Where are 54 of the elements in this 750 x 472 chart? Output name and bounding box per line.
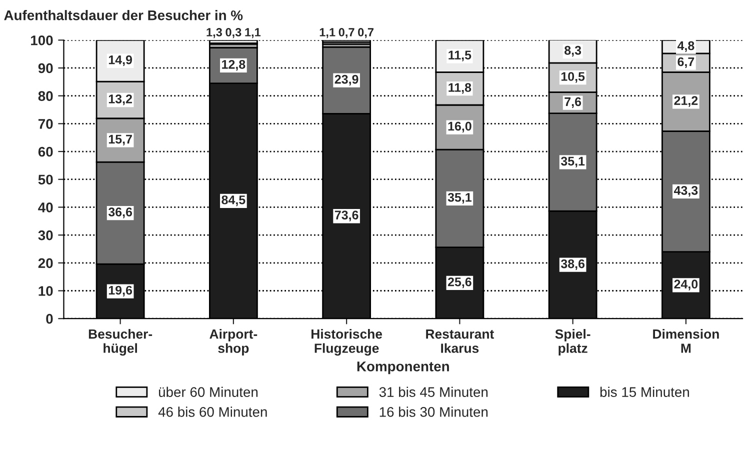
- data-label: 35,1: [448, 192, 472, 204]
- x-tick-label: Airport- shop: [210, 329, 258, 356]
- data-label: 14,9: [108, 55, 132, 66]
- data-label: 8,3: [564, 46, 582, 57]
- data-label: 0,7: [338, 28, 354, 38]
- x-tick-label: Restaurant Ikarus: [426, 330, 494, 353]
- data-label: 43,3: [674, 186, 698, 197]
- y-tick-label: 0: [46, 314, 53, 324]
- data-label: 25,6: [448, 277, 472, 288]
- data-label: 84,5: [222, 195, 246, 206]
- legend-label: 31 bis 45 Minuten: [379, 386, 488, 397]
- data-label: 1,1: [245, 28, 261, 38]
- x-tick-label: Historische Flugzeuge: [312, 329, 382, 356]
- data-label: 24,0: [674, 280, 698, 290]
- data-label: 1,1: [320, 28, 336, 38]
- x-tick-label: Spiel- platz: [555, 329, 590, 356]
- y-tick-label: 50: [38, 174, 53, 185]
- data-label: 11,5: [448, 50, 472, 62]
- legend-label: 46 bis 60 Minuten: [158, 406, 267, 417]
- x-tick-label: Dimension M: [653, 329, 719, 353]
- data-label: 0,7: [358, 28, 374, 38]
- data-label: 1,3: [206, 28, 222, 38]
- data-label: 11,8: [448, 83, 472, 94]
- x-axis-title: Komponenten: [357, 362, 449, 374]
- data-label: 13,2: [108, 94, 132, 106]
- y-tick-label: 30: [38, 230, 53, 240]
- y-tick-label: 80: [38, 91, 53, 101]
- data-label: 15,7: [108, 134, 132, 146]
- y-tick-label: 100: [31, 35, 53, 46]
- legend-label: bis 15 Minuten: [600, 386, 689, 397]
- data-label: 35,1: [560, 156, 585, 168]
- x-tick-label: Besucher- hügel: [88, 329, 152, 356]
- data-label: 10,5: [561, 72, 585, 83]
- legend-label: über 60 Minuten: [158, 386, 258, 397]
- data-label: 12,8: [222, 60, 246, 71]
- y-tick-label: 60: [38, 146, 53, 157]
- y-tick-label: 10: [38, 286, 53, 296]
- data-label: 73,6: [334, 210, 358, 222]
- data-label: 36,6: [108, 208, 132, 218]
- data-label: 7,6: [564, 97, 582, 108]
- data-label: 16,0: [448, 122, 472, 132]
- legend-label: 16 bis 30 Minuten: [380, 406, 488, 417]
- data-label: 6,7: [678, 57, 694, 68]
- y-tick-label: 70: [38, 119, 53, 129]
- data-label: 38,6: [560, 259, 585, 270]
- data-label: 21,2: [674, 96, 698, 107]
- data-label: 0,3: [226, 28, 242, 38]
- chart-title: Aufenthaltsdauer der Besucher in %: [4, 10, 243, 20]
- y-tick-label: 90: [38, 63, 53, 74]
- data-label: 19,6: [108, 286, 132, 296]
- y-tick-label: 20: [38, 258, 53, 268]
- y-tick-label: 40: [38, 202, 53, 212]
- data-label: 4,8: [677, 41, 694, 52]
- data-label: 23,9: [334, 74, 358, 86]
